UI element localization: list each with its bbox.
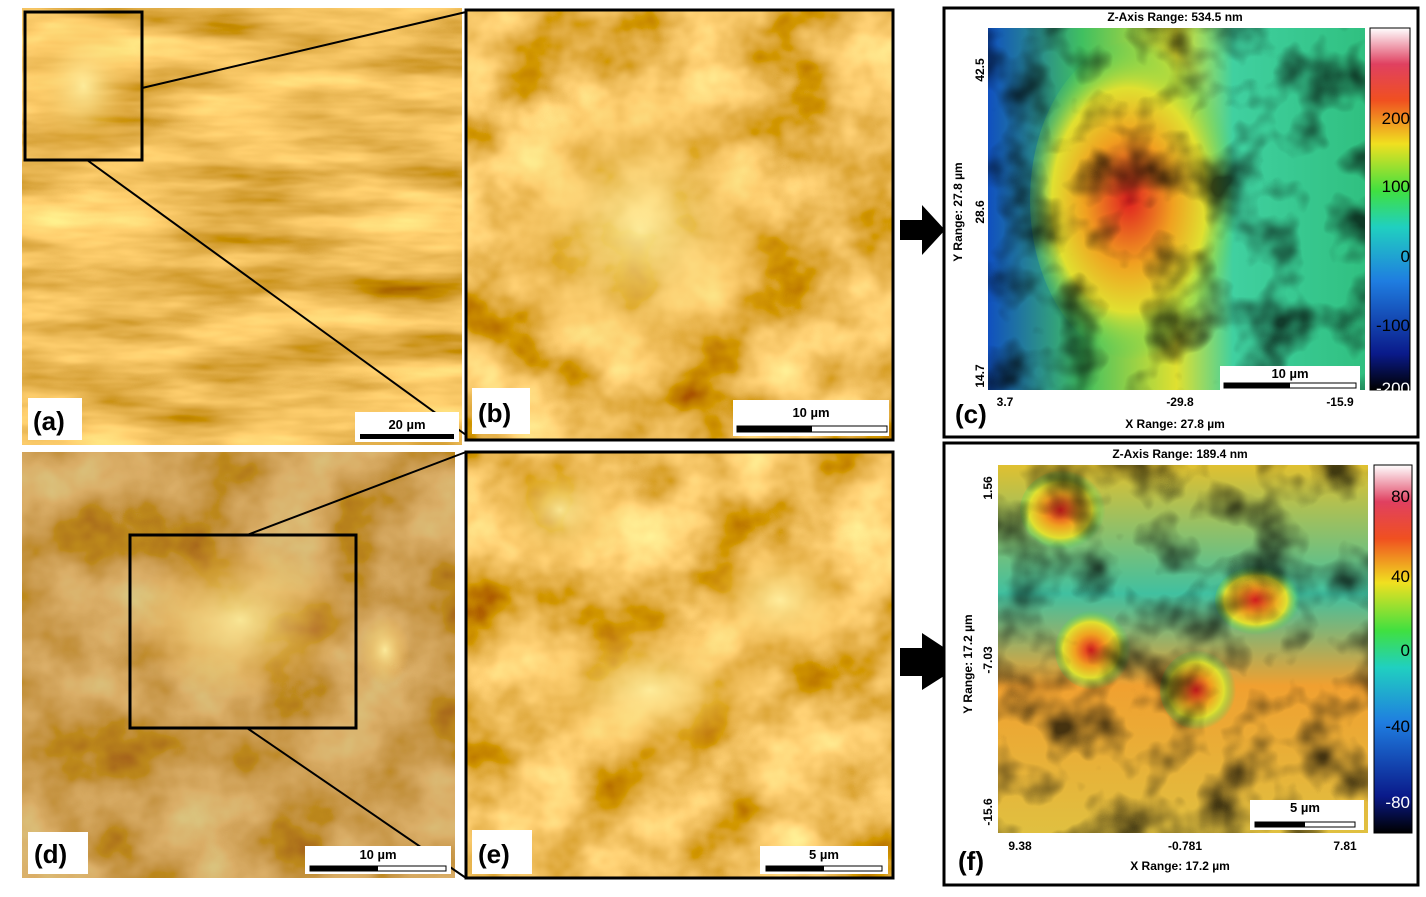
- y-tick: 1.56: [981, 476, 995, 500]
- panel-c: Z-Axis Range: 534.5 nm 10 µm 200 100 0 -…: [942, 6, 1420, 439]
- zoom-line: [246, 451, 467, 536]
- z-range: Z-Axis Range: 189.4 nm: [1112, 447, 1247, 461]
- zoom-box: [128, 533, 358, 730]
- panel-d: (d) 10 µm: [22, 451, 467, 879]
- scale-bar: [1255, 822, 1305, 827]
- panel-b: (b) 10 µm: [464, 8, 895, 442]
- colorbar-tick: 200: [1382, 109, 1410, 128]
- x-tick: 9.38: [1008, 839, 1032, 853]
- contour-lines: [998, 465, 1368, 833]
- panel-f: Z-Axis Range: 189.4 nm 5 µm 80 40 0 -40 …: [942, 441, 1420, 887]
- label-bg: [28, 832, 88, 874]
- x-tick: 7.81: [1333, 839, 1357, 853]
- panel-border: [464, 450, 895, 880]
- y-tick: 14.7: [973, 364, 987, 388]
- scale-bar-label: 10 µm: [792, 405, 829, 420]
- zoom-line: [141, 11, 467, 89]
- zoom-box: [23, 10, 144, 162]
- scale-bar-label: 10 µm: [359, 847, 396, 862]
- x-tick: -15.9: [1326, 395, 1354, 409]
- label-bg: [472, 830, 532, 874]
- scale-bar-label: 10 µm: [1271, 366, 1308, 381]
- panel-label: (f): [958, 846, 984, 876]
- z-range: Z-Axis Range: 534.5 nm: [1107, 10, 1242, 24]
- bright-region: [25, 12, 142, 160]
- colorbar-tick: 40: [1391, 567, 1410, 586]
- label-bg: [954, 838, 998, 880]
- scale-bar: [310, 866, 378, 871]
- colorbar-tick: 0: [1401, 641, 1410, 660]
- colorbar-tick: 80: [1391, 487, 1410, 506]
- scale-bar: [766, 866, 824, 871]
- y-tick: -15.6: [981, 798, 995, 826]
- y-tick: -7.03: [981, 646, 995, 674]
- bright-region: [360, 615, 410, 685]
- panel-a: (a) 20 µm: [22, 8, 467, 445]
- y-range: Y Range: 27.8 µm: [951, 162, 965, 261]
- panel-label: (c): [955, 399, 987, 429]
- scale-bar-label: 5 µm: [1290, 800, 1320, 815]
- scale-bar: [360, 434, 454, 439]
- colorbar-tick: 100: [1382, 177, 1410, 196]
- x-range: X Range: 27.8 µm: [1125, 417, 1225, 431]
- zoom-line: [86, 159, 467, 436]
- label-bg: [472, 388, 530, 434]
- bright-region: [530, 620, 770, 760]
- bright-region: [490, 80, 790, 380]
- x-tick: -0.781: [1168, 839, 1202, 853]
- scale-bar: [1224, 383, 1290, 388]
- bright-region: [700, 540, 860, 660]
- y-range: Y Range: 17.2 µm: [961, 614, 975, 713]
- scale-bar-label: 5 µm: [809, 847, 839, 862]
- colorbar-tick: -100: [1376, 316, 1410, 335]
- arrow: [900, 633, 966, 690]
- y-tick: 28.6: [973, 200, 987, 224]
- panel-label: (b): [478, 398, 511, 428]
- colorbar-tick: -200: [1376, 379, 1410, 398]
- contour-lines: [988, 28, 1365, 390]
- label-bg: [28, 398, 82, 440]
- bright-region: [490, 450, 630, 570]
- label-bg: [952, 392, 996, 430]
- colorbar: [1373, 464, 1413, 834]
- arrow: [900, 205, 945, 255]
- colorbar-tick: -40: [1385, 717, 1410, 736]
- bright-region: [130, 540, 350, 700]
- scale-bar: [737, 426, 812, 432]
- panel-label: (d): [34, 839, 67, 869]
- panel-e: (e) 5 µm: [464, 450, 895, 880]
- scale-bar-label: 20 µm: [388, 417, 425, 432]
- colorbar-tick: 0: [1401, 247, 1410, 266]
- colorbar-tick: -80: [1385, 793, 1410, 812]
- colorbar: [1369, 27, 1411, 391]
- x-tick: 3.7: [997, 395, 1014, 409]
- panel-border: [464, 8, 895, 442]
- panel-label: (a): [33, 406, 65, 436]
- panel-label: (e): [478, 839, 510, 869]
- y-tick: 42.5: [973, 58, 987, 82]
- x-tick: -29.8: [1166, 395, 1194, 409]
- x-range: X Range: 17.2 µm: [1130, 859, 1230, 873]
